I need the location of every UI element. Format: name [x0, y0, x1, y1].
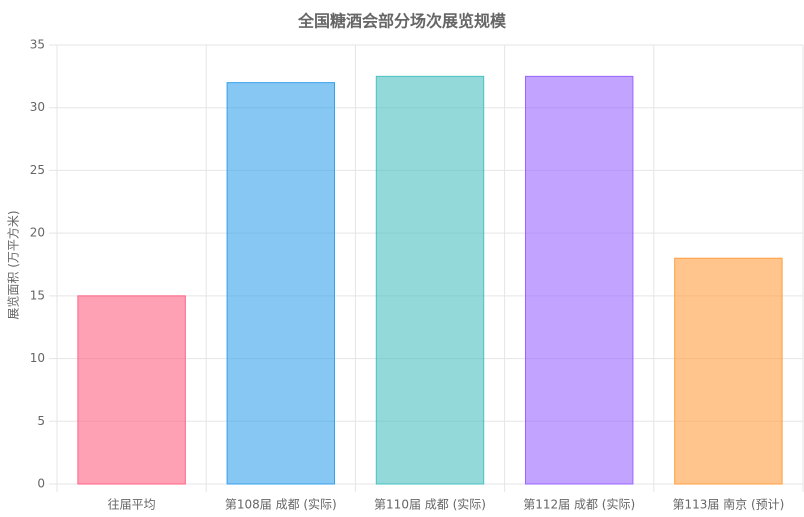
y-tick-label: 5 [37, 414, 45, 428]
bar [524, 75, 634, 485]
y-tick-label: 25 [30, 163, 45, 177]
y-tick-label: 20 [30, 226, 45, 240]
y-tick-label: 35 [30, 38, 45, 52]
y-axis-label: 展览面积 (万平方米) [6, 210, 21, 319]
x-tick-label: 第113届 南京 (预计) [672, 497, 784, 512]
x-tick-label: 第112届 成都 (实际) [523, 497, 635, 512]
x-tick-label: 第110届 成都 (实际) [374, 497, 486, 512]
y-tick-label: 10 [30, 351, 45, 365]
y-tick-label: 15 [30, 288, 45, 302]
y-tick-label: 30 [30, 100, 45, 114]
bar [77, 295, 186, 485]
x-tick-label: 第108届 成都 (实际) [225, 497, 337, 512]
y-tick-label: 0 [37, 477, 45, 491]
bar [375, 75, 485, 485]
bar [226, 82, 336, 485]
chart-title: 全国糖酒会部分场次展览规模 [297, 12, 507, 31]
x-tick-label: 往届平均 [108, 497, 156, 512]
bar [674, 257, 783, 485]
